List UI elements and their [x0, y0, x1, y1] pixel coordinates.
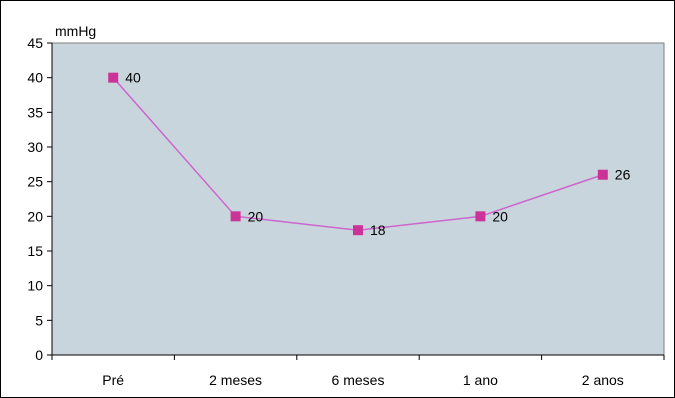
y-tick-label: 40 — [27, 70, 43, 86]
data-label: 18 — [370, 222, 386, 238]
data-point-marker — [230, 211, 241, 222]
y-tick-label: 20 — [27, 208, 43, 224]
data-label: 20 — [492, 208, 508, 224]
y-tick-label: 10 — [27, 278, 43, 294]
y-tick-label: 25 — [27, 174, 43, 190]
data-point-marker — [475, 211, 486, 222]
plot-area — [51, 42, 665, 356]
data-point-marker — [353, 225, 363, 236]
data-label: 40 — [125, 70, 141, 86]
y-tick-label: 15 — [27, 243, 43, 259]
data-point-marker — [597, 169, 608, 180]
tick-labels: 0 5 10 15 20 25 30 35 40 45 Pré 2 meses 6 meses 1 ano… — [27, 35, 623, 388]
x-tick-label: Pré — [102, 372, 124, 388]
y-tick-label: 0 — [35, 347, 43, 363]
y-tick-label: 30 — [27, 139, 43, 155]
x-tick-label: 6 meses — [332, 372, 385, 388]
series-group: 40 20 18 20 26 — [108, 70, 631, 238]
axes — [47, 42, 665, 360]
y-tick-label: 5 — [35, 312, 43, 328]
x-tick-label: 1 ano — [463, 372, 498, 388]
data-label: 26 — [615, 167, 631, 183]
x-tick-label: 2 anos — [582, 372, 624, 388]
data-label: 20 — [248, 208, 264, 224]
data-point-marker — [108, 72, 119, 83]
x-tick-label: 2 meses — [209, 372, 262, 388]
y-tick-label: 45 — [27, 35, 43, 51]
y-axis-label: mmHg — [55, 23, 96, 39]
y-tick-label: 35 — [27, 104, 43, 120]
